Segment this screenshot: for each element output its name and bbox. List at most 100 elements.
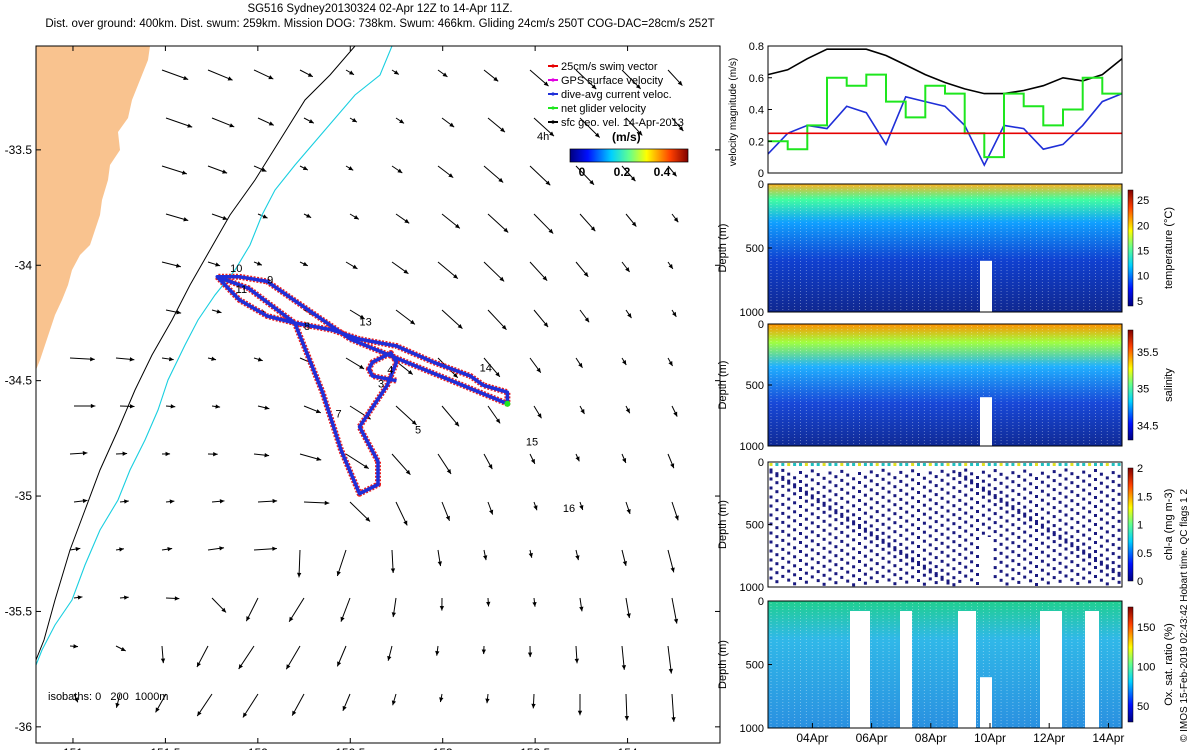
chl-sample <box>922 503 926 507</box>
chl-sample <box>816 498 820 502</box>
velocity-arrow <box>533 213 554 234</box>
chl-sample <box>822 537 826 541</box>
chl-sample <box>852 538 856 542</box>
chl-sample <box>917 561 920 564</box>
chl-sample <box>899 567 903 571</box>
velocity-arrow <box>345 261 358 270</box>
chl-sample <box>1029 570 1033 574</box>
date-tick-label: 10Apr <box>974 731 1006 745</box>
chl-sample <box>887 542 891 546</box>
chl-surface-sample <box>828 463 832 466</box>
chl-sample <box>775 553 779 557</box>
velocity-arrow <box>441 117 455 128</box>
velocity-arrow <box>165 404 176 409</box>
chl-sample <box>828 532 832 536</box>
chl-sample <box>922 494 926 498</box>
chl-sample <box>1111 489 1115 493</box>
chl-sample <box>887 578 891 582</box>
chl-sample <box>1035 486 1038 489</box>
velocity-arrow <box>441 213 461 229</box>
chl-sample <box>887 535 891 539</box>
velocity-arrow <box>296 549 302 578</box>
chl-sample <box>793 476 797 480</box>
chl-sample <box>822 510 826 514</box>
chl-sample <box>952 470 956 474</box>
chl-sample <box>875 553 879 557</box>
chl-sample <box>810 487 814 491</box>
colorbar-tick-label: 35 <box>1137 384 1149 396</box>
chl-sample <box>769 504 773 508</box>
chl-surface-sample <box>1064 463 1068 466</box>
chl-sample <box>1094 487 1097 490</box>
chart-subtitle: Dist. over ground: 400km. Dist. swum: 25… <box>45 18 715 30</box>
velocity-arrow <box>395 501 408 526</box>
velocity-arrow <box>579 309 590 323</box>
chl-sample <box>905 562 909 566</box>
chl-sample <box>1011 568 1015 572</box>
chl-surface-sample <box>952 463 956 466</box>
chl-sample <box>793 483 797 487</box>
velocity-arrow <box>667 357 673 367</box>
velocity-arrow <box>115 357 135 362</box>
chl-surface-sample <box>1099 463 1103 466</box>
date-tick-label: 12Apr <box>1033 731 1065 745</box>
chl-sample <box>822 485 826 489</box>
chl-sample <box>922 476 926 480</box>
chl-sample <box>899 551 903 555</box>
chl-sample <box>893 573 897 577</box>
chl-sample <box>799 559 802 562</box>
chl-sample <box>958 525 962 529</box>
velocity-arrow <box>437 453 452 475</box>
velocity-arrow <box>528 549 533 558</box>
chl-surface-sample <box>993 463 997 466</box>
chl-sample <box>940 487 944 491</box>
chl-sample <box>1011 480 1015 484</box>
chl-sample <box>970 524 974 528</box>
chl-sample <box>928 577 932 581</box>
chl-sample <box>1058 561 1062 565</box>
chl-surface-sample <box>905 463 909 466</box>
chl-sample <box>911 550 915 554</box>
chl-sample <box>1082 506 1086 510</box>
velocity-arrow <box>387 645 393 661</box>
chl-sample <box>1005 476 1009 480</box>
chl-sample <box>810 530 814 534</box>
chl-sample <box>952 513 956 517</box>
chl-sample <box>863 527 867 531</box>
chl-sample <box>940 496 944 500</box>
chl-sample <box>863 511 867 515</box>
chl-surface-sample <box>1040 463 1044 466</box>
chl-sample <box>1040 523 1044 527</box>
data-gap <box>958 611 976 728</box>
chl-sample <box>1017 508 1021 512</box>
chl-sample <box>958 516 962 520</box>
chl-sample <box>946 473 950 477</box>
velocity-arrow <box>211 309 222 314</box>
chl-sample <box>893 503 897 507</box>
chl-sample <box>1076 511 1080 515</box>
velocity-arrow <box>73 693 79 703</box>
chl-sample <box>858 578 861 581</box>
chl-sample <box>940 514 944 518</box>
chl-sample <box>1023 478 1027 482</box>
chl-sample <box>917 536 920 539</box>
velocity-arrow <box>253 546 277 551</box>
chl-sample <box>840 530 844 534</box>
chl-sample <box>793 564 797 568</box>
chl-sample <box>1076 581 1080 585</box>
chl-sample <box>775 517 779 521</box>
chl-sample <box>911 478 915 482</box>
chl-sample <box>852 504 856 508</box>
chl-sample <box>875 537 879 541</box>
chl-sample <box>852 574 856 578</box>
chl-sample <box>940 469 944 473</box>
chl-sample <box>816 543 820 547</box>
velocity-arrow <box>621 357 627 366</box>
velocity-arrow <box>667 645 673 674</box>
chl-sample <box>964 520 968 524</box>
colorbar-tick-label: 50 <box>1137 701 1149 713</box>
chl-sample <box>1011 498 1015 502</box>
chl-sample <box>952 576 956 580</box>
chl-sample <box>881 504 885 508</box>
